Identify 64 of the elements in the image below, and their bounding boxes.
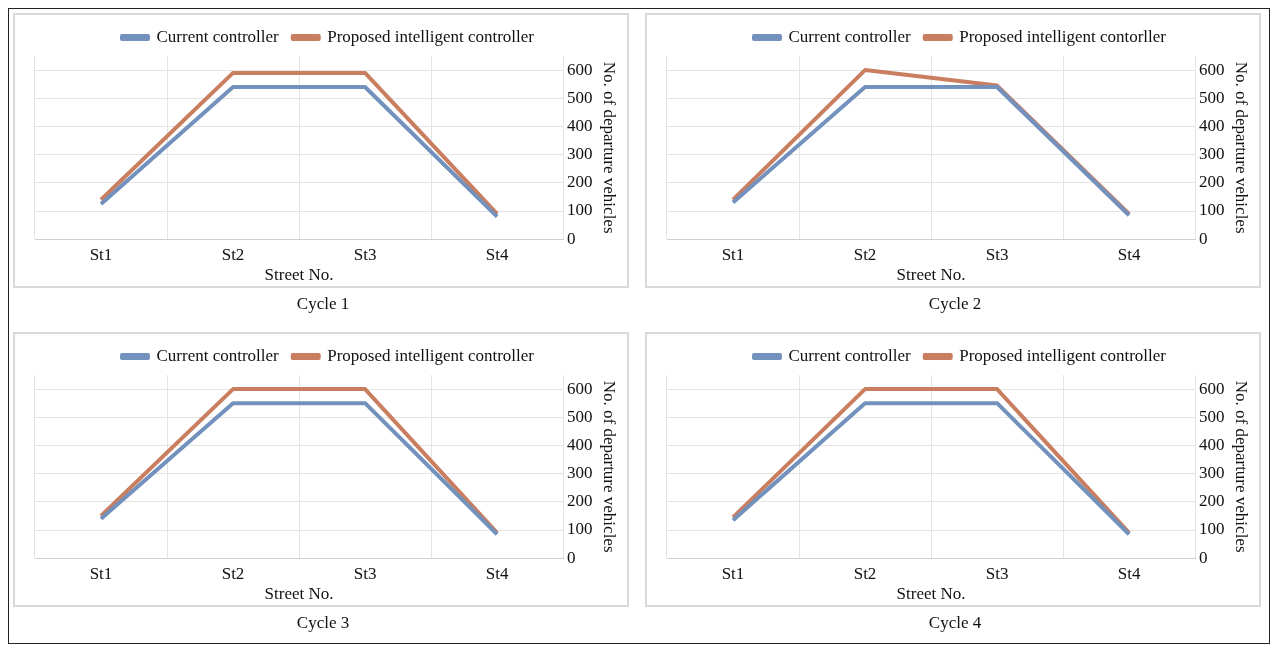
x-axis-title: Street No. [264,265,334,285]
x-tick-label: St3 [985,244,1009,264]
y-tick-label: 0 [567,547,576,567]
legend-label: Proposed intelligent controller [327,26,535,46]
x-axis-title: Street No. [896,584,966,604]
x-tick-label: St4 [485,563,509,583]
x-tick-label: St4 [485,244,509,264]
x-axis-title: Street No. [264,584,334,604]
x-tick-label: St4 [1117,563,1141,583]
y-tick-label: 100 [1199,200,1225,220]
y-tick-label: 400 [1199,115,1225,135]
y-tick-label: 300 [567,463,593,483]
y-axis-title: No. of departure vehicles [600,380,620,553]
x-tick-label: St1 [721,244,745,264]
text: Cycle 4 [927,613,983,633]
text: Cycle 2 [927,294,983,314]
y-tick-label: 200 [1199,491,1225,511]
y-tick-label: 200 [567,491,593,511]
y-tick-label: 400 [567,434,593,454]
y-tick-label: 400 [567,115,593,135]
x-tick-label: St1 [89,563,113,583]
legend-label: Proposed intelligent controller [959,345,1167,365]
y-tick-label: 300 [1199,463,1225,483]
y-tick-label: 0 [567,228,576,248]
text: Cycle 1 [295,294,351,314]
legend-label: Proposed intelligent contorller [959,26,1167,46]
x-tick-label: St1 [721,563,745,583]
y-tick-label: 300 [1199,144,1225,164]
y-tick-label: 600 [567,378,593,398]
text: Cycle 3 [295,613,351,633]
legend-label: Current controller [156,345,280,365]
y-tick-label: 100 [567,519,593,539]
y-axis-title: No. of departure vehicles [1232,61,1252,234]
y-tick-label: 200 [567,172,593,192]
x-axis-title: Street No. [896,265,966,285]
legend-label: Current controller [788,345,912,365]
y-tick-label: 500 [567,87,593,107]
y-tick-label: 0 [1199,547,1208,567]
y-tick-label: 400 [1199,434,1225,454]
y-tick-label: 0 [1199,228,1208,248]
y-tick-label: 500 [567,406,593,426]
y-tick-label: 500 [1199,406,1225,426]
y-tick-label: 600 [1199,378,1225,398]
legend-label: Proposed intelligent controller [327,345,535,365]
y-tick-label: 100 [567,200,593,220]
y-axis-title: No. of departure vehicles [600,61,620,234]
x-tick-label: St1 [89,244,113,264]
legend-label: Current controller [788,26,912,46]
y-tick-label: 200 [1199,172,1225,192]
y-tick-label: 600 [567,59,593,79]
x-tick-label: St2 [221,563,245,583]
y-tick-label: 500 [1199,87,1225,107]
y-tick-label: 100 [1199,519,1225,539]
x-tick-label: St4 [1117,244,1141,264]
x-tick-label: St2 [853,244,877,264]
y-tick-label: 300 [567,144,593,164]
x-tick-label: St2 [853,563,877,583]
x-tick-label: St3 [985,563,1009,583]
legend-label: Current controller [156,26,280,46]
y-axis-title: No. of departure vehicles [1232,380,1252,553]
y-tick-label: 600 [1199,59,1225,79]
x-tick-label: St3 [353,563,377,583]
x-tick-label: St3 [353,244,377,264]
x-tick-label: St2 [221,244,245,264]
